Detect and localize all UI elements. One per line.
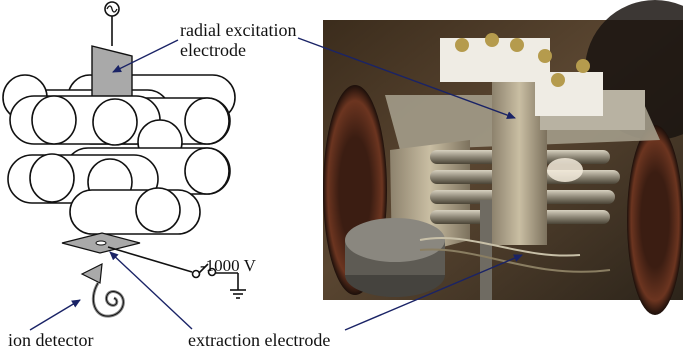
label-extraction-electrode: extraction electrode [188, 330, 331, 350]
pointer-arrows [29, 37, 523, 331]
rod-layer-upper-front [9, 95, 231, 165]
rod-layer-lower [7, 147, 231, 235]
ground-icon [230, 289, 246, 299]
apparatus-photo [323, 0, 683, 315]
label-ion-detector: ion detector [8, 330, 94, 350]
label-voltage: -1000 V [200, 256, 256, 275]
schematic [2, 1, 246, 318]
arrow-extraction-to-schematic [109, 251, 193, 330]
spiral-detector-icon [80, 262, 125, 318]
arrow-radial-to-photo [297, 37, 516, 119]
arrow-extraction-to-photo [344, 254, 523, 331]
arrow-ion-detector [29, 299, 81, 331]
label-radial-excitation-electrode: radial excitation electrode [180, 20, 297, 60]
extraction-electrode-shape [61, 232, 141, 254]
ac-source-icon [104, 1, 120, 46]
voltage-wire [107, 246, 239, 290]
arrow-radial-to-schematic [112, 39, 179, 73]
